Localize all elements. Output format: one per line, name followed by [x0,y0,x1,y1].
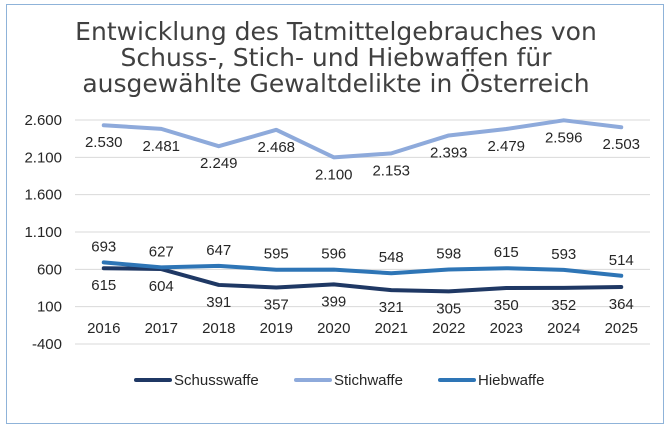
data-label-stichwaffe: 2.100 [315,166,353,183]
x-tick-label: 2020 [317,320,350,337]
data-label-stichwaffe: 2.596 [545,129,583,146]
data-label-stichwaffe: 2.249 [200,155,238,172]
data-label-hiebwaffe: 598 [436,245,461,262]
data-label-schusswaffe: 391 [206,294,231,311]
data-label-schusswaffe: 352 [551,297,576,314]
data-label-stichwaffe: 2.393 [430,144,468,161]
y-tick-label: 2.100 [24,149,62,166]
legend: Schusswaffe Stichwaffe Hiebwaffe [134,372,544,389]
x-tick-label: 2017 [145,320,178,337]
chart-title-line: ausgewählte Gewaltdelikte in Österreich [82,69,589,98]
data-label-hiebwaffe: 693 [91,238,116,255]
y-tick-label: 1.600 [24,187,62,204]
data-label-schusswaffe: 399 [321,293,346,310]
data-label-hiebwaffe: 627 [149,243,174,260]
data-label-schusswaffe: 305 [436,300,461,317]
data-label-hiebwaffe: 647 [206,242,231,259]
data-label-schusswaffe: 350 [494,297,519,314]
data-label-stichwaffe: 2.481 [142,138,180,155]
chart-title-line: Schuss-, Stich- und Hiebwaffen für [120,43,552,72]
x-tick-label: 2023 [490,320,523,337]
legend-label: Schusswaffe [174,372,259,389]
y-tick-label: -400 [32,336,62,353]
data-label-hiebwaffe: 596 [321,246,346,263]
x-tick-label: 2024 [547,320,580,337]
data-label-stichwaffe: 2.479 [487,138,525,155]
x-axis: 2016 2017 2018 2019 2020 2021 2022 2023 2024 2025 [87,320,638,337]
legend-label: Stichwaffe [334,372,403,389]
data-label-schusswaffe: 364 [609,296,634,313]
data-label-schusswaffe: 321 [379,299,404,316]
data-label-hiebwaffe: 548 [379,249,404,266]
y-tick-label: 600 [37,261,62,278]
data-label-schusswaffe: 604 [149,278,174,295]
chart-title: Entwicklung des Tatmittelgebrauches von … [75,17,597,98]
chart-title-line: Entwicklung des Tatmittelgebrauches von [75,17,597,46]
legend-label: Hiebwaffe [478,372,544,389]
series-lines [101,118,624,294]
x-tick-label: 2018 [202,320,235,337]
data-labels: 615 604 391 357 399 321 305 350 352 364 2.530 2.481… [85,129,640,317]
data-label-hiebwaffe: 595 [264,246,289,263]
x-tick-label: 2016 [87,320,120,337]
data-label-stichwaffe: 2.468 [257,139,295,156]
data-label-hiebwaffe: 593 [551,246,576,263]
x-tick-label: 2021 [375,320,408,337]
y-tick-label: 2.600 [24,112,62,129]
x-tick-label: 2022 [432,320,465,337]
series-line-stichwaffe [101,118,624,160]
data-label-schusswaffe: 357 [264,296,289,313]
data-label-schusswaffe: 615 [91,277,116,294]
series-line-schusswaffe [101,266,624,294]
y-tick-label: 1.100 [24,224,62,241]
y-axis: -400 100 600 1.100 1.600 2.100 2.600 [24,112,62,353]
data-label-stichwaffe: 2.530 [85,134,123,151]
data-label-stichwaffe: 2.503 [602,136,640,153]
chart-frame [6,4,664,424]
data-label-hiebwaffe: 615 [494,244,519,261]
series-line-hiebwaffe [101,260,624,278]
x-tick-label: 2025 [605,320,638,337]
data-label-hiebwaffe: 514 [609,252,634,269]
y-tick-label: 100 [37,299,62,316]
data-label-stichwaffe: 2.153 [372,162,410,179]
x-tick-label: 2019 [260,320,293,337]
